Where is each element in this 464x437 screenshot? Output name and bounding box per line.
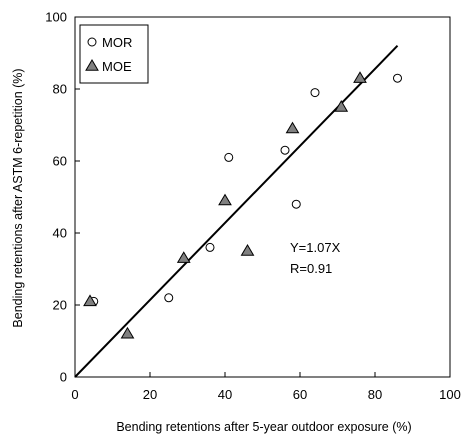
r-label: R=0.91: [290, 261, 332, 276]
equation-label: Y=1.07X: [290, 240, 341, 255]
x-tick-label: 20: [143, 387, 157, 402]
regression-fit: [74, 45, 399, 378]
moe-point: [218, 193, 232, 206]
mor-point: [393, 73, 402, 83]
legend-marker: [85, 59, 99, 71]
x-tick-label: 0: [71, 387, 78, 402]
x-tick-label: 40: [218, 387, 232, 402]
mor-point: [224, 152, 234, 162]
plot-frame: [74, 16, 451, 378]
axes: [74, 16, 451, 378]
legend-label: MOR: [102, 35, 132, 50]
y-tick-label: 80: [53, 82, 67, 97]
moe-point: [176, 251, 191, 263]
y-tick-label: 20: [53, 298, 67, 313]
moe-point: [120, 326, 135, 339]
mor-point: [205, 242, 215, 252]
legend-box: [79, 24, 149, 84]
x-tick-label: 80: [368, 387, 382, 402]
moe-point: [334, 100, 349, 112]
mor-point: [291, 199, 301, 209]
legend-marker: [87, 37, 97, 47]
mor-point: [310, 88, 320, 98]
x-tick-label: 100: [439, 387, 461, 402]
legend-label: MOE: [102, 59, 132, 74]
legend: MOR MOE: [79, 24, 149, 84]
moe-point: [240, 244, 255, 256]
moe-point: [83, 294, 97, 307]
regression-line: [74, 45, 399, 378]
y-tick-label: 40: [53, 226, 67, 241]
data-points: [83, 71, 402, 339]
y-axis-label: Bending retentions after ASTM 6-repetiti…: [11, 68, 25, 327]
mor-point: [280, 145, 290, 155]
y-tick-label: 60: [53, 154, 67, 169]
moe-point: [353, 71, 367, 83]
x-axis-label: Bending retentions after 5-year outdoor …: [116, 420, 411, 434]
mor-point: [164, 293, 174, 303]
y-tick-label: 0: [60, 370, 67, 385]
y-tick-label: 100: [45, 10, 67, 25]
x-tick-label: 60: [293, 387, 307, 402]
moe-point: [285, 121, 300, 134]
ticks: 0 20 40 60 80 100 0 20 40 60 80 100: [45, 10, 461, 403]
